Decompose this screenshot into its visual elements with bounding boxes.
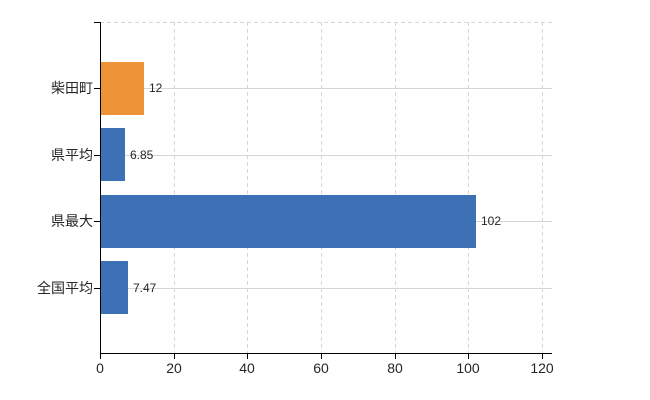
y-axis-tick xyxy=(94,88,100,89)
x-tick-label: 80 xyxy=(387,360,403,376)
bar-value-label: 12 xyxy=(149,81,163,95)
bar-value-label: 6.85 xyxy=(130,147,154,162)
x-axis-tick xyxy=(100,354,101,359)
vertical-gridline xyxy=(247,22,248,353)
x-axis-tick xyxy=(174,354,175,359)
x-tick-label: 40 xyxy=(239,360,255,376)
bar-value-label: 102 xyxy=(481,214,502,228)
x-tick-label: 0 xyxy=(96,360,104,376)
plot-top-border xyxy=(100,22,552,23)
bar-value-label: 7.47 xyxy=(133,280,157,295)
y-axis-tick xyxy=(94,221,100,222)
x-axis-tick xyxy=(321,354,322,359)
x-tick-label: 20 xyxy=(166,360,182,376)
x-axis-tick xyxy=(468,354,469,359)
category-label: 県平均 xyxy=(51,146,93,163)
vertical-gridline xyxy=(542,22,543,353)
bar-1 xyxy=(101,128,125,181)
x-axis-tick xyxy=(395,354,396,359)
x-tick-label: 60 xyxy=(313,360,329,376)
category-label: 柴田町 xyxy=(51,80,93,96)
vertical-gridline xyxy=(321,22,322,353)
bar-2 xyxy=(101,195,476,248)
y-axis-tick xyxy=(94,288,100,289)
x-tick-label: 100 xyxy=(456,360,480,376)
category-label: 県最大 xyxy=(51,213,93,229)
vertical-gridline xyxy=(395,22,396,353)
bar-3 xyxy=(101,261,128,314)
vertical-gridline xyxy=(174,22,175,353)
horizontal-gridline xyxy=(101,155,552,156)
horizontal-gridline xyxy=(101,88,552,89)
bar-0 xyxy=(101,62,144,115)
vertical-gridline xyxy=(468,22,469,353)
horizontal-gridline xyxy=(101,288,552,289)
x-axis-tick xyxy=(247,354,248,359)
y-axis-tick xyxy=(94,155,100,156)
x-axis-tick xyxy=(542,354,543,359)
category-label: 全国平均 xyxy=(37,279,93,296)
x-tick-label: 120 xyxy=(530,360,554,376)
y-axis-top-tick xyxy=(94,22,100,23)
y-axis xyxy=(100,22,101,359)
x-axis xyxy=(100,353,552,354)
